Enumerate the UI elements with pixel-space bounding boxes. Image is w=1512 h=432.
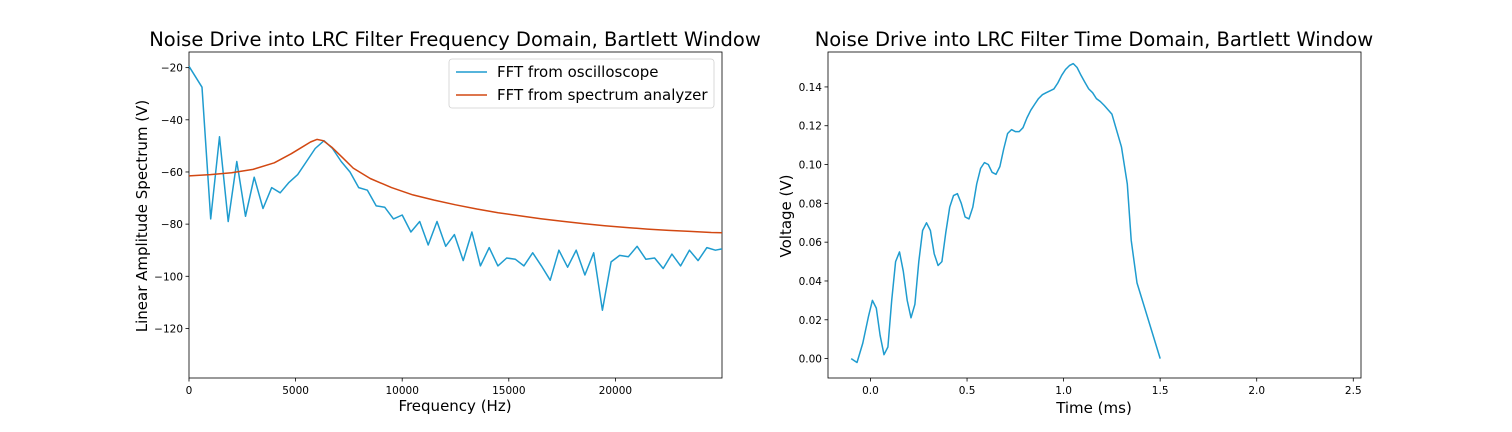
frequency-x-tick-label: 5000 [282, 385, 309, 397]
time-x-tick-label: 1.5 [1152, 385, 1169, 397]
legend: FFT from oscilloscope FFT from spectrum … [448, 58, 715, 109]
time-x-ticks: 0.0 0.5 1.0 1.5 2.0 2.5 [862, 378, 1362, 397]
time-x-axis-label: Time (ms) [1055, 399, 1132, 417]
time-plot-frame [827, 51, 1362, 379]
time-y-tick-label: 0.08 [799, 198, 822, 210]
time-series-lines [850, 62, 1161, 364]
time-y-tick-label: 0.14 [799, 82, 823, 94]
time-y-tick-label: 0.04 [799, 276, 823, 288]
time-x-tick-label: 0.0 [862, 385, 879, 397]
time-y-tick-label: 0.02 [799, 315, 822, 327]
frequency-series-line-0 [188, 65, 723, 311]
time-chart-title: Noise Drive into LRC Filter Time Domain,… [815, 28, 1374, 51]
time-y-ticks: 0.00 0.02 0.04 0.06 0.08 0.10 0.12 0.14 [799, 82, 828, 366]
time-domain-chart: Noise Drive into LRC Filter Time Domain,… [777, 28, 1373, 417]
frequency-y-ticks: −20 −40 −60 −80 −100 −120 [154, 63, 189, 335]
time-x-tick-label: 2.5 [1345, 385, 1362, 397]
frequency-plot-frame [188, 51, 723, 379]
legend-box [448, 58, 715, 109]
time-y-tick-label: 0.10 [799, 160, 822, 172]
time-y-axis-label: Voltage (V) [777, 175, 795, 258]
frequency-y-tick-label: −20 [161, 63, 183, 75]
legend-label-oscilloscope: FFT from oscilloscope [497, 63, 659, 81]
time-y-tick-label: 0.00 [799, 354, 822, 366]
time-series-line-0 [850, 62, 1161, 364]
frequency-x-tick-label: 20000 [599, 385, 632, 397]
frequency-y-axis-label: Linear Amplitude Spectrum (V) [133, 100, 151, 332]
frequency-x-tick-label: 10000 [385, 385, 418, 397]
frequency-y-tick-label: −40 [161, 115, 183, 127]
time-y-tick-label: 0.12 [799, 121, 822, 133]
frequency-chart-title: Noise Drive into LRC Filter Frequency Do… [149, 28, 761, 51]
time-x-tick-label: 2.0 [1248, 385, 1265, 397]
time-x-tick-label: 1.0 [1055, 385, 1072, 397]
frequency-x-tick-label: 15000 [492, 385, 525, 397]
frequency-x-axis-label: Frequency (Hz) [398, 397, 511, 415]
legend-label-spectrum-analyzer: FFT from spectrum analyzer [497, 86, 708, 104]
frequency-y-tick-label: −80 [161, 219, 183, 231]
frequency-domain-chart: Noise Drive into LRC Filter Frequency Do… [133, 28, 761, 415]
frequency-y-tick-label: −120 [154, 323, 183, 335]
frequency-series-line-1 [188, 138, 723, 234]
frequency-series-lines [188, 65, 723, 311]
frequency-x-tick-label: 0 [186, 385, 193, 397]
frequency-y-tick-label: −100 [154, 271, 183, 283]
frequency-x-ticks: 0 5000 10000 15000 20000 [186, 378, 632, 397]
time-x-tick-label: 0.5 [959, 385, 976, 397]
frequency-y-tick-label: −60 [161, 167, 183, 179]
time-y-tick-label: 0.06 [799, 237, 823, 249]
